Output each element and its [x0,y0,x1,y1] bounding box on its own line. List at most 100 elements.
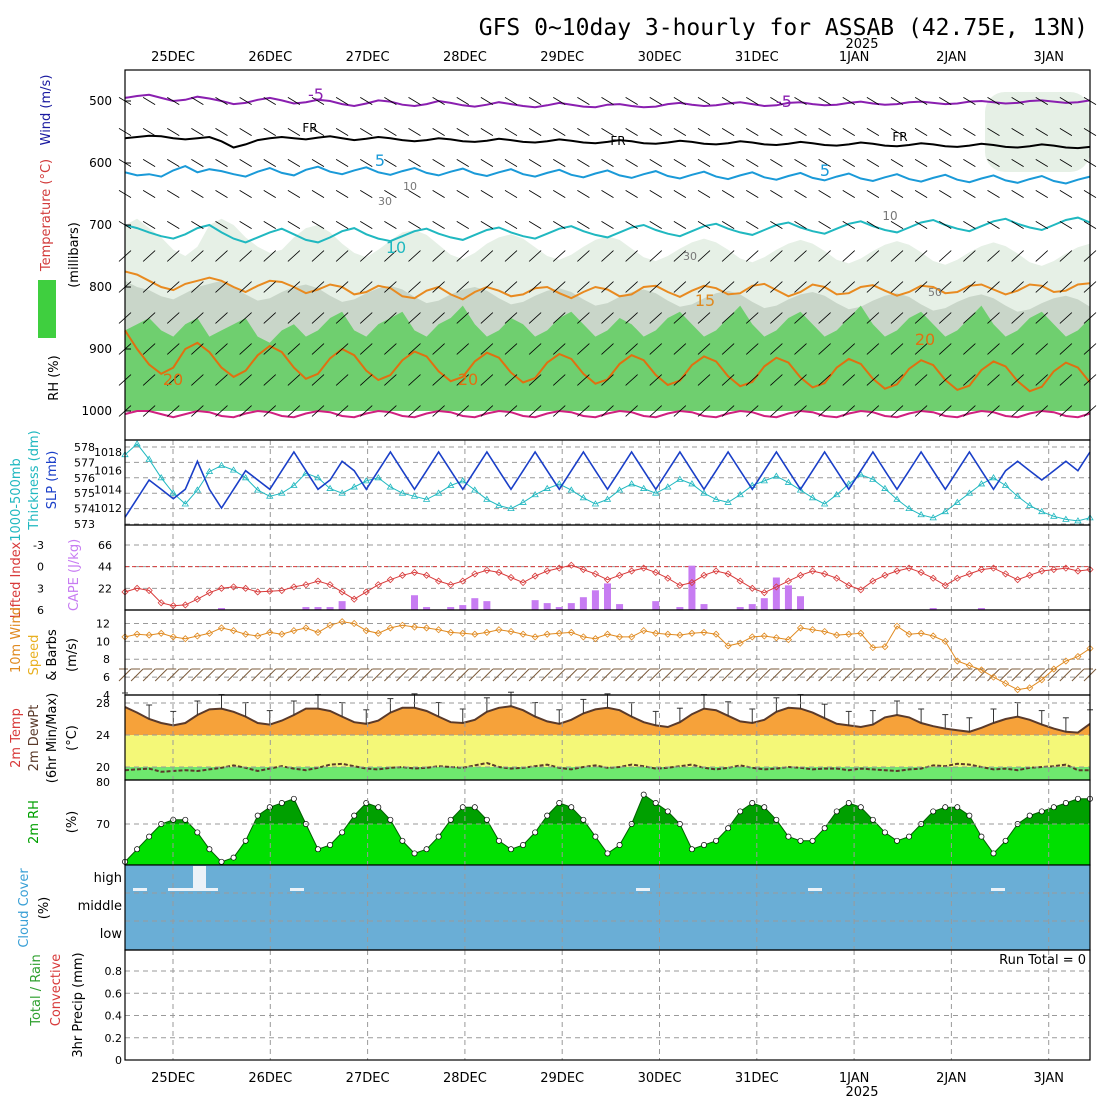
rh-point [387,816,394,823]
thickness-tick: 577 [74,456,95,469]
wind-barb [1011,374,1024,386]
wind-barb [263,190,276,198]
wind-speed-point [266,628,274,636]
lifted-index-point [181,601,189,609]
wind-speed-point [242,630,250,638]
wind-barb [142,281,156,293]
wind-barb [239,343,252,355]
wind-barb [770,405,783,417]
wind-barb [673,343,687,355]
year-label-bottom: 2025 [845,1085,878,1100]
slp-tick: 1012 [94,502,122,515]
wind-barb [1035,190,1048,198]
rh-point [351,812,358,819]
rh-point [845,800,852,806]
lifted-index-point [748,584,756,592]
cape-bar [929,608,937,610]
wind-barb [649,250,663,262]
wind-barb [432,190,445,198]
wind-barb [432,343,445,355]
wind-barb [287,374,301,386]
thickness-point [314,474,322,481]
wind-barb [601,250,614,262]
wind-barb [142,128,156,136]
wind-speed-point [1026,684,1034,692]
wind-barb [215,190,228,198]
wind-barb [142,668,156,682]
wind-barb [914,374,928,386]
cloud-gap [991,888,1005,891]
rh-point [857,804,864,811]
wind-barb [311,97,325,105]
x-tick-label-bottom: 26DEC [248,1071,292,1086]
wind-speed-point [157,629,165,637]
rh-point [640,791,647,798]
thickness-point [326,484,334,491]
thickness-point [615,486,624,493]
wind-barb [697,281,711,293]
wind-speed-point [1050,665,1058,673]
wind-barb [408,374,421,386]
wind-barb [552,281,566,293]
rh-point [134,846,141,853]
wind-barb [384,128,397,136]
wind-barb [311,374,325,386]
rh-point [809,837,816,844]
wind-barb [890,281,904,293]
x-tick-label-top: 27DEC [346,50,390,65]
wind-barb [746,221,759,229]
rh-point [290,795,297,802]
wind-speed-point [374,629,382,637]
wind-barb [480,250,494,262]
wind-barb [697,159,711,167]
wind-barb [432,374,445,386]
y-tick-label: 800 [89,280,112,294]
wind-barb [746,128,759,136]
cape-bar [736,607,744,610]
wind-barb [287,312,301,324]
wind-speed-point [205,629,214,637]
wind-barb [166,405,180,417]
wind-barb [794,128,807,136]
wind-barb [504,97,518,105]
contour-label: 20 [915,330,935,349]
wind-barb [311,221,325,229]
wind-tick: 10 [96,635,110,648]
thickness-point [398,489,407,496]
cape-bar [579,597,587,610]
wind-barb [601,221,614,229]
x-tick-label-bottom: 1JAN [839,1071,870,1086]
wind-speed-point [555,629,563,637]
wind-barb [794,250,807,262]
lifted-index-point [833,574,841,582]
thickness-point [145,455,153,462]
thickness-point [1062,515,1070,522]
slp-thickness-panel: 573 574 575 576 577 578 1012 1014 1016 1018 1000-5… [9,430,1094,542]
wind-barb [311,159,325,167]
wind-barb [263,405,277,417]
cape-bar [748,604,756,610]
thickness-point [736,490,744,498]
cloud-area [125,865,1090,950]
thickness-point [760,477,769,484]
wind-barb [456,405,470,417]
contour-label: 5 [375,151,385,170]
rh-point [544,812,551,819]
wind-barb [770,343,783,355]
wind-speed-point [615,633,624,641]
wind-barb [553,221,566,229]
wind-barb [215,159,228,167]
wind-barb [1059,159,1073,167]
lifted-index-point [193,595,201,603]
wind-barb [890,405,904,417]
wind-barb [251,668,265,682]
wind-barb [975,668,988,682]
wind-barb [359,250,373,262]
rh-2m-panel: 70 80 2m RH (%) [27,776,1093,866]
cape-bar [302,607,310,610]
run-total-label: Run Total = 0 [999,953,1086,968]
wind-barb [938,668,952,682]
wind-barb [360,159,373,167]
lifted-index-point [229,583,238,591]
wind-speed-point [531,633,539,641]
